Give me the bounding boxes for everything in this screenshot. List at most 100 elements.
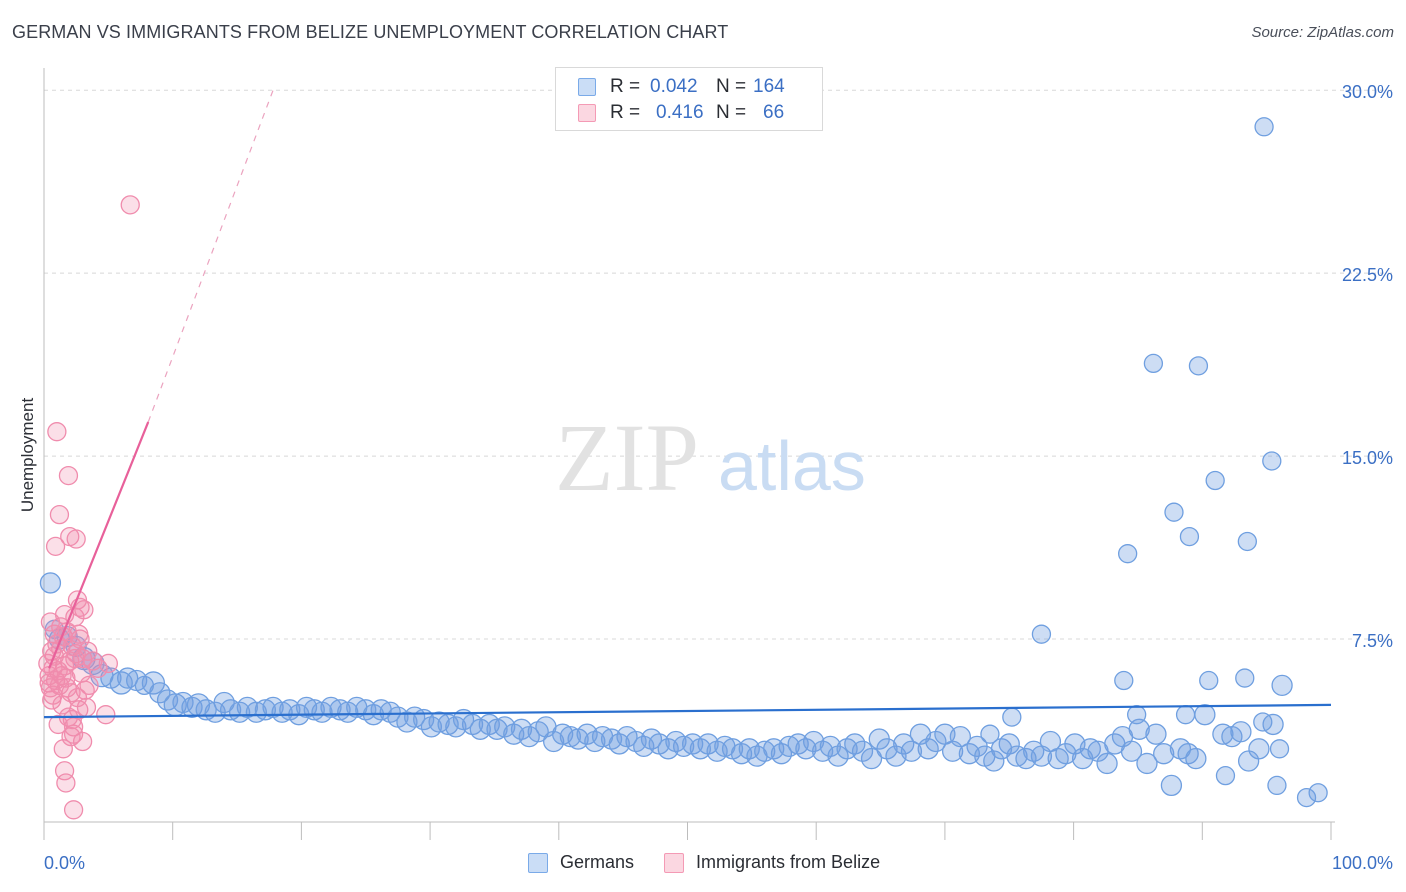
y-tick-label: 22.5% bbox=[1342, 265, 1393, 285]
point-belize bbox=[58, 465, 79, 486]
point-germans bbox=[156, 689, 179, 711]
point-belize bbox=[66, 529, 86, 549]
point-belize bbox=[78, 641, 98, 661]
y-tick-label: 7.5% bbox=[1352, 631, 1393, 651]
point-belize bbox=[47, 422, 67, 442]
point-germans bbox=[1160, 774, 1183, 797]
point-germans bbox=[1153, 743, 1175, 765]
point-germans bbox=[1002, 707, 1022, 727]
point-germans bbox=[1308, 783, 1328, 803]
legend-r-value: 0.042 bbox=[650, 76, 698, 97]
point-belize bbox=[56, 773, 76, 793]
chart-title: GERMAN VS IMMIGRANTS FROM BELIZE UNEMPLO… bbox=[12, 22, 729, 42]
point-germans bbox=[1215, 766, 1236, 786]
point-germans bbox=[1188, 356, 1209, 376]
point-germans bbox=[1114, 670, 1134, 691]
correlation-legend: R = 0.042 N = 164 R = 0.416 N = 66 bbox=[555, 67, 823, 131]
point-germans bbox=[1031, 624, 1052, 644]
point-germans bbox=[983, 750, 1005, 772]
point-germans bbox=[1136, 752, 1158, 775]
point-belize bbox=[53, 739, 73, 759]
source-label: Source: ZipAtlas.com bbox=[1251, 24, 1394, 41]
point-germans bbox=[245, 701, 268, 723]
point-belize bbox=[88, 658, 108, 678]
point-germans bbox=[1248, 738, 1270, 760]
point-germans bbox=[1006, 745, 1028, 767]
point-germans bbox=[1269, 739, 1290, 759]
point-belize bbox=[79, 675, 99, 696]
trend-lines bbox=[43, 89, 1332, 719]
point-germans bbox=[1262, 451, 1282, 471]
point-germans bbox=[1212, 723, 1234, 745]
series-germans bbox=[39, 117, 1328, 808]
point-belize bbox=[96, 705, 116, 725]
point-germans bbox=[1164, 502, 1184, 522]
point-belize bbox=[57, 678, 77, 698]
legend-row-belize: R = 0.416 N = 66 bbox=[578, 101, 784, 125]
legend-n-value: 66 bbox=[763, 102, 785, 123]
point-germans bbox=[778, 735, 800, 758]
point-germans bbox=[404, 706, 426, 728]
point-germans bbox=[1118, 544, 1138, 564]
point-germans bbox=[1145, 723, 1167, 745]
legend-n-label: N = bbox=[716, 102, 747, 123]
point-belize bbox=[39, 673, 59, 693]
tick-labels: 30.0% 22.5% 15.0% 7.5% 0.0% 100.0% bbox=[44, 82, 1393, 873]
point-germans bbox=[428, 711, 450, 733]
point-germans bbox=[980, 724, 1000, 744]
point-belize bbox=[69, 624, 89, 644]
data-points bbox=[38, 117, 1328, 820]
point-germans bbox=[754, 740, 776, 762]
point-germans bbox=[39, 572, 62, 594]
legend-swatch-belize bbox=[664, 852, 685, 873]
legend-item-belize[interactable]: Immigrants from Belize bbox=[664, 852, 880, 873]
point-germans bbox=[1128, 718, 1150, 740]
trendline-germans bbox=[43, 703, 1332, 719]
x-tick-label-min: 0.0% bbox=[44, 853, 85, 873]
point-germans bbox=[1175, 705, 1196, 725]
point-belize bbox=[42, 690, 62, 710]
point-belize bbox=[120, 195, 140, 215]
series-belize bbox=[38, 195, 140, 820]
point-belize bbox=[48, 714, 68, 735]
point-germans bbox=[860, 747, 883, 770]
point-belize bbox=[63, 800, 84, 820]
point-germans bbox=[672, 735, 695, 758]
point-germans bbox=[1185, 747, 1207, 770]
legend-label-belize: Immigrants from Belize bbox=[696, 852, 881, 872]
legend-n-value: 164 bbox=[753, 76, 785, 97]
legend-swatch-germans bbox=[528, 852, 548, 873]
legend-row-germans: R = 0.042 N = 164 bbox=[578, 75, 785, 99]
point-belize bbox=[45, 536, 66, 557]
point-germans bbox=[1296, 787, 1317, 808]
legend-label-germans: Germans bbox=[560, 852, 635, 872]
point-germans bbox=[271, 701, 293, 723]
point-germans bbox=[1199, 670, 1219, 691]
point-germans bbox=[998, 733, 1020, 755]
point-belize bbox=[62, 709, 82, 730]
y-tick-label: 30.0% bbox=[1342, 82, 1393, 102]
watermark: ZIP atlas bbox=[555, 404, 866, 511]
point-germans bbox=[900, 740, 923, 762]
legend-swatch-belize bbox=[578, 104, 596, 122]
legend-r-label: R = bbox=[610, 102, 641, 123]
point-belize bbox=[72, 731, 93, 752]
point-belize bbox=[61, 726, 81, 747]
x-tick-label-max: 100.0% bbox=[1332, 853, 1393, 873]
point-germans bbox=[949, 725, 971, 748]
point-germans bbox=[1127, 705, 1147, 725]
point-germans bbox=[1205, 470, 1225, 491]
point-belize bbox=[76, 697, 97, 718]
point-germans bbox=[559, 725, 582, 748]
point-germans bbox=[1179, 526, 1200, 547]
point-germans bbox=[486, 718, 508, 740]
point-germans bbox=[1253, 712, 1273, 732]
legend-swatch-germans bbox=[578, 78, 596, 96]
y-tick-label: 15.0% bbox=[1342, 448, 1393, 468]
point-germans bbox=[1194, 704, 1216, 726]
point-germans bbox=[117, 667, 139, 689]
point-germans bbox=[1079, 738, 1101, 760]
axes bbox=[43, 68, 1335, 840]
legend-item-germans[interactable]: Germans bbox=[528, 852, 634, 873]
point-germans bbox=[1230, 721, 1252, 743]
